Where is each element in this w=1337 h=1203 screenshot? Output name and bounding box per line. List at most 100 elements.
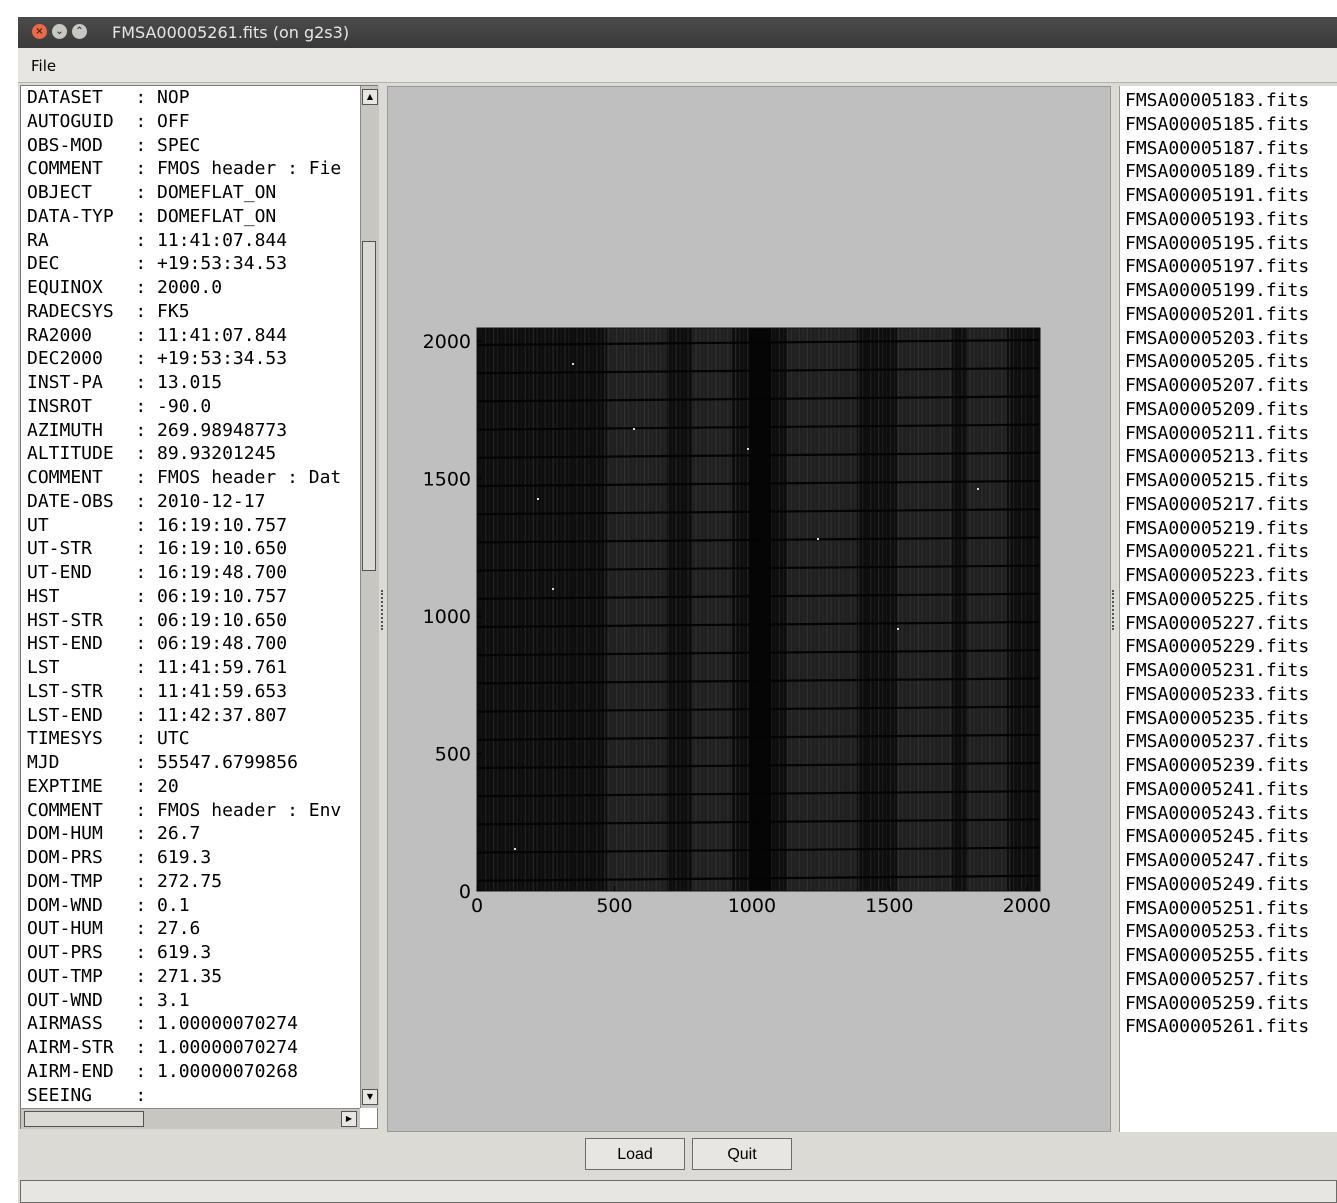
vertical-scroll-thumb[interactable] — [362, 241, 376, 571]
file-list-item[interactable]: FMSA00005233.fits — [1125, 683, 1310, 705]
menu-file[interactable]: File — [31, 57, 57, 75]
header-keyword-line: UT-STR : 16:19:10.650 — [27, 538, 288, 560]
image-column-pattern — [1024, 328, 1027, 891]
file-list-item[interactable]: FMSA00005203.fits — [1125, 327, 1310, 349]
file-list-item[interactable]: FMSA00005217.fits — [1125, 493, 1310, 515]
image-column-pattern — [504, 328, 507, 891]
file-list-item[interactable]: FMSA00005211.fits — [1125, 422, 1310, 444]
file-list-item[interactable]: FMSA00005257.fits — [1125, 968, 1310, 990]
image-column-pattern — [568, 328, 570, 891]
file-list-item[interactable]: FMSA00005185.fits — [1125, 113, 1310, 135]
image-column-pattern — [683, 328, 685, 891]
file-list-item[interactable]: FMSA00005207.fits — [1125, 375, 1310, 396]
file-list-item[interactable]: FMSA00005189.fits — [1125, 161, 1310, 183]
scroll-right-arrow-icon[interactable]: ▶ — [341, 1111, 357, 1127]
file-list-item[interactable]: FMSA00005197.fits — [1125, 256, 1310, 278]
image-column-pattern — [588, 328, 590, 891]
spectral-trace-line — [476, 451, 1041, 459]
file-list-item[interactable]: FMSA00005195.fits — [1125, 232, 1310, 254]
x-tick-label: 1000 — [728, 895, 776, 917]
file-list-item[interactable]: FMSA00005261.fits — [1125, 1016, 1310, 1038]
image-column-pattern — [969, 328, 971, 891]
image-column-pattern — [564, 328, 566, 891]
file-list-item[interactable]: FMSA00005249.fits — [1125, 873, 1310, 895]
left-pane-splitter[interactable] — [381, 590, 386, 630]
spectral-trace-line — [476, 761, 1041, 770]
header-horizontal-scrollbar[interactable]: ◀ ▶ — [21, 1108, 360, 1129]
file-list-item[interactable]: FMSA00005209.fits — [1125, 398, 1310, 420]
image-plot-panel[interactable]: 0 500 1000 1500 2000 0 500 1000 1500 2000 — [387, 86, 1111, 1132]
hot-pixel — [514, 848, 516, 850]
file-list-item[interactable]: FMSA00005237.fits — [1125, 731, 1310, 753]
header-keyword-line: MJD : 55547.6799856 — [27, 752, 298, 773]
image-column-pattern — [639, 328, 642, 891]
image-column-pattern — [711, 328, 713, 891]
scroll-down-arrow-icon[interactable]: ▼ — [362, 1089, 378, 1105]
file-list-item[interactable]: FMSA00005235.fits — [1125, 707, 1310, 729]
file-list-item[interactable]: FMSA00005221.fits — [1125, 541, 1310, 563]
image-column-pattern — [921, 328, 923, 891]
image-column-pattern — [540, 328, 542, 891]
image-column-pattern — [691, 328, 693, 891]
header-keyword-line: UT-END : 16:19:48.700 — [27, 562, 288, 583]
header-vertical-scrollbar[interactable]: ▲ ▼ — [360, 86, 379, 1108]
file-list-item[interactable]: FMSA00005213.fits — [1125, 446, 1310, 468]
file-list-item[interactable]: FMSA00005251.fits — [1125, 897, 1310, 919]
image-column-pattern — [826, 328, 828, 891]
image-column-pattern — [782, 328, 785, 891]
header-keyword-line: TIMESYS : UTC — [27, 728, 190, 750]
file-list-item[interactable]: FMSA00005231.fits — [1125, 660, 1310, 681]
file-list-item[interactable]: FMSA00005205.fits — [1125, 351, 1310, 373]
file-list-panel[interactable]: FMSA00005183.fits FMSA00005185.fits FMSA00… — [1119, 86, 1337, 1132]
header-keyword-line: SEEING : — [27, 1084, 147, 1106]
detector-gap — [749, 328, 772, 891]
header-keyword-line: LST-END : 11:42:37.807 — [27, 704, 288, 726]
file-list-item[interactable]: FMSA00005219.fits — [1125, 517, 1310, 539]
file-list-item[interactable]: FMSA00005199.fits — [1125, 280, 1310, 301]
file-list-item[interactable]: FMSA00005229.fits — [1125, 636, 1310, 658]
image-column-pattern — [905, 328, 908, 891]
file-list-item[interactable]: FMSA00005215.fits — [1125, 470, 1310, 491]
quit-button[interactable]: Quit — [692, 1138, 792, 1170]
file-list-item[interactable]: FMSA00005225.fits — [1125, 588, 1310, 610]
scroll-up-arrow-icon[interactable]: ▲ — [362, 89, 378, 105]
file-list-item[interactable]: FMSA00005241.fits — [1125, 778, 1310, 800]
file-list-item[interactable]: FMSA00005243.fits — [1125, 802, 1310, 824]
image-column-pattern — [528, 328, 530, 891]
load-button[interactable]: Load — [585, 1138, 685, 1170]
right-pane-splitter[interactable] — [1112, 590, 1117, 630]
file-list-item[interactable]: FMSA00005247.fits — [1125, 850, 1310, 871]
file-list-item[interactable]: FMSA00005223.fits — [1125, 565, 1310, 586]
file-list-item[interactable]: FMSA00005259.fits — [1125, 992, 1310, 1014]
minimize-window-button[interactable]: ⌄ — [52, 24, 67, 39]
image-column-pattern — [604, 328, 606, 891]
file-list-item[interactable]: FMSA00005201.fits — [1125, 303, 1310, 325]
file-list-item[interactable]: FMSA00005191.fits — [1125, 185, 1310, 206]
header-keyword-line: DOM-TMP : 272.75 — [27, 870, 223, 892]
image-column-pattern — [500, 328, 503, 891]
image-column-pattern — [739, 328, 741, 891]
header-keyword-line: COMMENT : FMOS header : Env — [27, 799, 342, 821]
file-list-item[interactable]: FMSA00005253.fits — [1125, 921, 1310, 943]
maximize-window-button[interactable]: ⌃ — [72, 24, 87, 39]
image-column-pattern — [727, 328, 729, 891]
file-list-item[interactable]: FMSA00005187.fits — [1125, 137, 1310, 159]
file-list-item[interactable]: FMSA00005239.fits — [1125, 755, 1310, 776]
file-list-item[interactable]: FMSA00005193.fits — [1125, 208, 1310, 230]
header-keyword-line: DATASET : NOP — [27, 87, 190, 108]
image-column-pattern — [945, 328, 947, 891]
image-column-pattern — [830, 328, 832, 891]
header-keyword-line: DOM-HUM : 26.7 — [27, 823, 201, 845]
file-list-item[interactable]: FMSA00005227.fits — [1125, 612, 1310, 634]
image-column-pattern — [687, 328, 689, 891]
header-keyword-line: AIRM-STR : 1.00000070274 — [27, 1037, 298, 1058]
header-keyword-line: COMMENT : FMOS header : Dat — [27, 467, 342, 488]
file-list-item[interactable]: FMSA00005183.fits — [1125, 90, 1310, 111]
file-list-item[interactable]: FMSA00005245.fits — [1125, 826, 1310, 848]
fits-header-panel[interactable]: DATASET : NOP AUTOGUID : OFF OBS-MOD : SPE… — [20, 85, 379, 1129]
file-list-item[interactable]: FMSA00005255.fits — [1125, 945, 1310, 966]
close-window-button[interactable]: × — [32, 24, 47, 39]
horizontal-scroll-thumb[interactable] — [24, 1111, 144, 1127]
header-keyword-line: DEC : +19:53:34.53 — [27, 253, 288, 275]
image-column-pattern — [961, 328, 963, 891]
